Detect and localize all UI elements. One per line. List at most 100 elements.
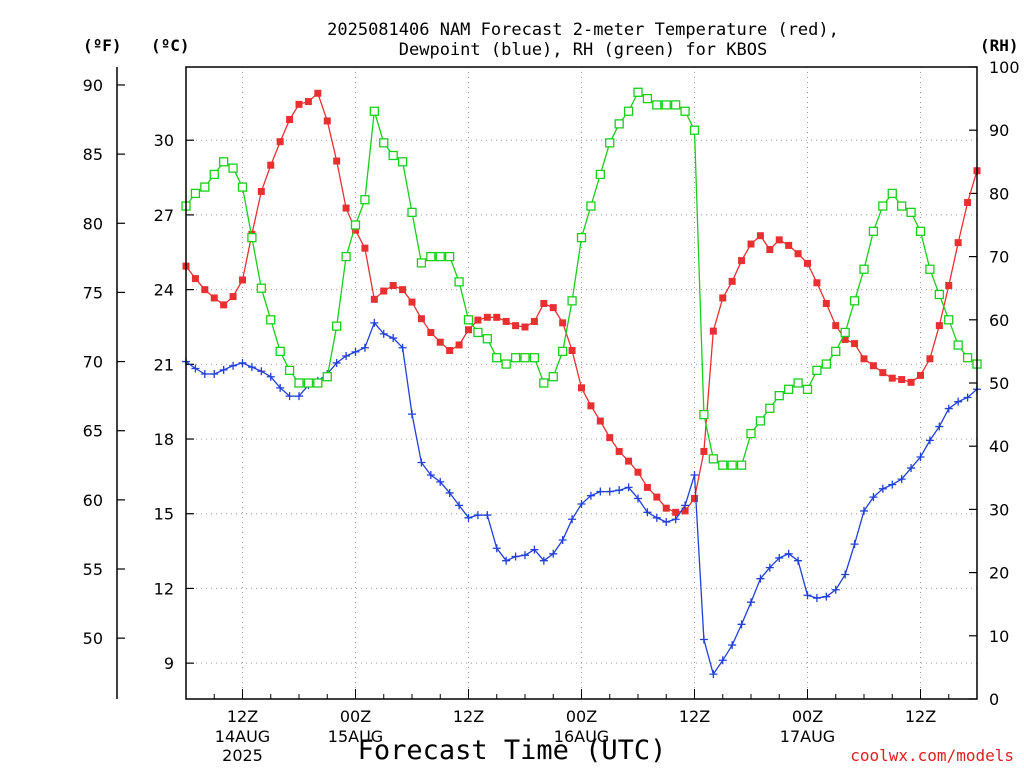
dewpoint-point <box>568 515 577 524</box>
temperature-point <box>295 100 303 108</box>
dewpoint-point <box>728 641 737 650</box>
temperature-point <box>917 371 924 379</box>
temperature-point <box>549 304 557 312</box>
celsius-tick-label: 27 <box>154 206 174 225</box>
rh-point <box>510 353 521 363</box>
temperature-point <box>606 434 614 442</box>
celsius-tick-label: 30 <box>154 131 174 150</box>
celsius-tick-label: 24 <box>154 281 174 300</box>
rh-point <box>284 365 295 376</box>
rh-point <box>200 182 210 192</box>
time-date-label: 15AUG <box>328 727 383 746</box>
rh-tick-label: 30 <box>989 500 1009 519</box>
temperature-point <box>935 322 943 330</box>
dewpoint-point <box>850 540 859 549</box>
dewpoint-point <box>408 410 416 419</box>
celsius-unit-label: (ºC) <box>151 36 190 55</box>
rh-unit-label: (RH) <box>980 36 1019 55</box>
temperature-point <box>521 323 529 331</box>
rh-point <box>454 277 464 287</box>
rh-point <box>397 157 408 167</box>
temperature-point <box>314 89 322 97</box>
rh-point <box>774 390 784 401</box>
time-date-label: 16AUG <box>554 727 609 746</box>
rh-tick-label: 50 <box>989 374 1009 393</box>
temperature-point <box>954 239 962 247</box>
rh-point <box>275 346 285 357</box>
rh-point <box>576 232 587 243</box>
temperature-point <box>210 294 218 302</box>
fahrenheit-tick-label: 80 <box>83 214 103 233</box>
dewpoint-point <box>841 570 850 579</box>
temperature-point <box>691 494 698 502</box>
celsius-axis: 9 12 15 18 21 24 27 30 <box>154 131 194 673</box>
rh-tick-label: 10 <box>989 627 1009 646</box>
dewpoint-point <box>709 670 718 679</box>
rh-point <box>623 106 634 116</box>
rh-point <box>586 201 596 211</box>
dewpoint-point <box>690 470 699 479</box>
rh-point <box>360 195 370 205</box>
rh-point <box>605 138 615 148</box>
time-tick-label: 00Z <box>566 707 597 726</box>
dewpoint-point <box>652 513 661 522</box>
temperature-point <box>653 493 661 501</box>
rh-point <box>642 93 653 104</box>
celsius-tick-label: 12 <box>154 579 174 598</box>
chart-title-line-1: 2025081406 NAM Forecast 2-meter Temperat… <box>327 20 839 40</box>
rh-point <box>831 346 841 357</box>
dewpoint-point <box>756 574 765 583</box>
temperature-point <box>945 282 953 290</box>
celsius-tick-label: 21 <box>154 355 174 374</box>
dewpoint-point <box>483 511 492 520</box>
dewpoint-point <box>389 334 398 343</box>
temperature-point <box>681 507 689 515</box>
rh-point <box>595 169 605 180</box>
rh-point <box>228 163 238 173</box>
dewpoint-point <box>539 556 548 565</box>
rh-point <box>736 460 747 470</box>
temperature-point <box>201 286 209 294</box>
temperature-point <box>342 204 350 212</box>
rh-point <box>520 353 530 363</box>
dewpoint-point <box>925 436 934 445</box>
rh-point <box>661 100 671 110</box>
temperature-point <box>728 277 736 285</box>
rh-point <box>793 378 803 388</box>
temperature-point <box>747 240 755 248</box>
temperature-point <box>493 313 501 321</box>
time-date-label: 17AUG <box>780 727 835 746</box>
dewpoint-point <box>200 370 209 379</box>
dewpoint-point <box>897 475 906 484</box>
temperature-point <box>964 199 972 207</box>
temperature-point <box>191 275 199 283</box>
fahrenheit-tick-label: 65 <box>83 422 103 441</box>
dewpoint-point <box>803 591 812 600</box>
rh-point <box>953 340 963 350</box>
temperature-point <box>408 298 416 306</box>
temperature-point <box>436 338 444 346</box>
rh-point <box>887 188 897 199</box>
rh-tick-label: 60 <box>989 311 1009 330</box>
rh-point <box>614 119 624 129</box>
time-tick-label: 12Z <box>905 707 936 726</box>
rh-point <box>934 289 944 300</box>
dewpoint-point <box>398 343 407 352</box>
dewpoint-point <box>878 484 887 493</box>
temperature-point <box>483 313 491 321</box>
rh-point <box>445 251 455 262</box>
rh-point <box>219 157 229 167</box>
temperature-point <box>662 504 670 512</box>
temperature-point <box>370 295 378 303</box>
rh-point <box>313 378 323 388</box>
temperature-point <box>239 276 246 284</box>
time-tick-label: 00Z <box>792 707 823 726</box>
dewpoint-point <box>888 480 897 489</box>
temperature-point <box>276 138 284 146</box>
rh-point <box>652 100 662 110</box>
rh-point <box>266 315 276 325</box>
dewpoint-point <box>360 343 369 352</box>
dewpoint-point <box>822 592 831 601</box>
rh-point <box>473 327 483 338</box>
temperature-point <box>860 355 868 363</box>
